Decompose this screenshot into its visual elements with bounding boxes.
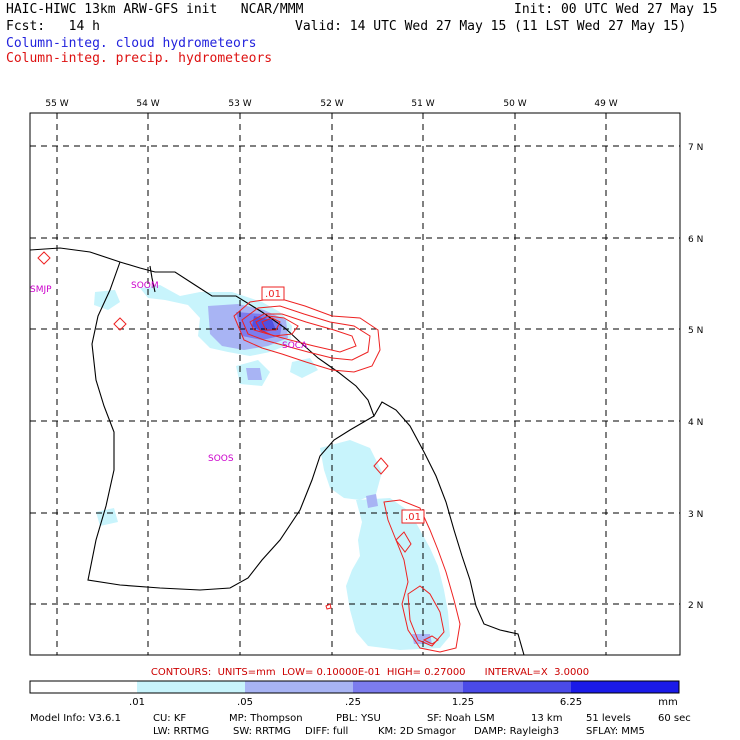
station-soos: SOOS	[208, 454, 234, 464]
precip-contours	[37, 251, 461, 653]
model-info-pbl: PBL: YSU	[336, 713, 381, 724]
colorbar-unit: mm	[658, 697, 677, 708]
latitude-labels: 7 N 6 N 5 N 4 N 3 N 2 N	[688, 143, 703, 611]
lat-lon-grid	[30, 113, 680, 655]
lon-label: 54 W	[136, 99, 159, 109]
model-info-mp: MP: Thompson	[229, 713, 303, 724]
colorbar-tick: .05	[237, 697, 253, 708]
lon-label: 53 W	[228, 99, 251, 109]
model-info-timestep: 60 sec	[658, 713, 691, 724]
lat-label: 3 N	[688, 510, 703, 520]
svg-text:.01: .01	[405, 512, 421, 523]
legend-cloud-hydrometeors: Column-integ. cloud hydrometeors	[6, 36, 257, 51]
cloud-shading	[94, 285, 450, 650]
lon-label: 49 W	[594, 99, 617, 109]
lat-label: 4 N	[688, 418, 703, 428]
station-smjp: SMJP	[30, 285, 52, 295]
colorbar-tick: 6.25	[560, 697, 582, 708]
svg-text:.01: .01	[265, 289, 281, 300]
longitude-labels: 55 W 54 W 53 W 52 W 51 W 50 W 49 W	[45, 99, 617, 109]
model-info-sflay: SFLAY: MM5	[586, 726, 645, 737]
lon-label: 51 W	[411, 99, 434, 109]
model-info-cu: CU: KF	[153, 713, 187, 724]
init-time: Init: 00 UTC Wed 27 May 15	[514, 2, 718, 17]
lon-label: 52 W	[320, 99, 343, 109]
colorbar-ticks: .01 .05 .25 1.25 6.25 mm	[129, 697, 678, 708]
contour-label-1: .01	[261, 286, 285, 301]
model-info-sf: SF: Noah LSM	[427, 713, 495, 724]
lon-label: 50 W	[503, 99, 526, 109]
plot-title: HAIC-HIWC 13km ARW-GFS init NCAR/MMM	[6, 2, 304, 17]
forecast-hour: Fcst: 14 h	[6, 19, 100, 34]
legend-precip-hydrometeors: Column-integ. precip. hydrometeors	[6, 51, 273, 66]
valid-time: Valid: 14 UTC Wed 27 May 15 (11 LST Wed …	[295, 19, 687, 34]
contours-info: CONTOURS: UNITS=mm LOW= 0.10000E-01 HIGH…	[150, 667, 590, 678]
colorbar-tick: .25	[345, 697, 361, 708]
model-info-damp: DAMP: Rayleigh3	[474, 726, 560, 737]
model-info-levels: 51 levels	[586, 713, 631, 724]
model-info-km: KM: 2D Smagor	[378, 726, 456, 737]
model-info-lw: LW: RRTMG	[153, 726, 210, 737]
station-soca: SOCA	[282, 341, 308, 351]
lat-label: 6 N	[688, 235, 703, 245]
colorbar	[29, 680, 680, 694]
coastlines	[29, 247, 525, 656]
model-info-sw: SW: RRTMG	[233, 726, 291, 737]
lon-label: 55 W	[45, 99, 68, 109]
lat-label: 2 N	[688, 601, 703, 611]
model-info-resolution: 13 km	[531, 713, 563, 724]
station-soom: SOOM	[131, 281, 159, 291]
contour-label-2: .01	[401, 509, 425, 524]
colorbar-tick: .01	[129, 697, 145, 708]
colorbar-tick: 1.25	[452, 697, 474, 708]
lat-label: 7 N	[688, 143, 703, 153]
lat-label: 5 N	[688, 326, 703, 336]
model-info-version: Model Info: V3.6.1	[30, 713, 121, 724]
model-info-diff: DIFF: full	[305, 726, 349, 737]
map-frame	[29, 112, 681, 656]
